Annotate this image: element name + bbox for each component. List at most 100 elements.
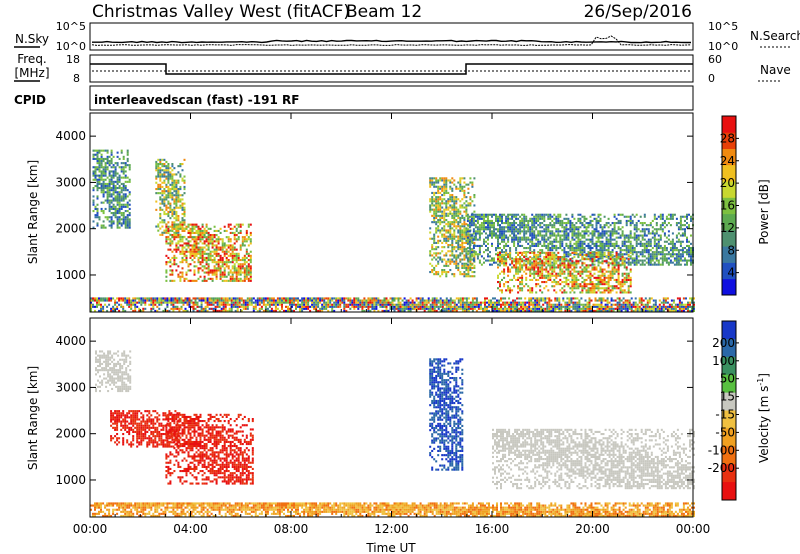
scatter-cell	[673, 244, 676, 247]
scatter-cell	[607, 240, 610, 243]
scatter-cell	[617, 281, 620, 284]
scatter-cell	[246, 301, 249, 304]
scatter-cell	[215, 254, 218, 257]
scatter-cell	[181, 213, 184, 216]
scatter-cell	[194, 303, 197, 306]
scatter-cell	[585, 270, 588, 273]
scatter-cell	[162, 301, 165, 304]
scatter-cell	[474, 244, 477, 247]
scatter-cell	[437, 185, 440, 188]
scatter-cell	[567, 283, 570, 286]
scatter-cell	[213, 273, 216, 276]
scatter-cell	[684, 228, 686, 231]
scatter-cell	[213, 234, 216, 237]
scatter-cell	[595, 217, 598, 220]
scatter-cell	[677, 238, 680, 241]
scatter-cell	[619, 283, 622, 286]
scatter-cell	[110, 160, 113, 163]
scatter-cell	[443, 264, 446, 267]
scatter-cell	[677, 251, 680, 254]
scatter-cell	[551, 219, 554, 222]
scatter-cell	[563, 238, 566, 241]
scatter-cell	[232, 305, 235, 308]
scatter-cell	[527, 258, 530, 261]
scatter-cell	[451, 254, 454, 257]
scatter-cell	[96, 216, 99, 219]
scatter-cell	[651, 253, 654, 256]
scatter-cell	[108, 187, 111, 190]
scatter-cell	[431, 258, 434, 261]
scatter-cell	[453, 212, 456, 215]
scatter-cell	[503, 230, 506, 233]
scatter-cell	[197, 238, 200, 241]
scatter-cell	[181, 229, 184, 232]
scatter-cell	[559, 272, 562, 275]
scatter-cell	[203, 236, 206, 239]
scatter-cell	[561, 258, 564, 261]
scatter-cell	[122, 218, 125, 221]
scatter-cell	[623, 242, 626, 245]
scatter-cell	[104, 187, 107, 190]
scatter-cell	[247, 259, 250, 262]
scatter-cell	[207, 256, 210, 259]
scatter-cell	[461, 273, 464, 276]
scatter-cell	[513, 276, 516, 279]
scatter-cell	[447, 202, 450, 205]
scatter-cell	[565, 234, 568, 237]
scatter-cell	[132, 299, 135, 302]
scatter-cell	[185, 238, 188, 241]
scatter-cell	[673, 213, 676, 216]
scatter-cell	[134, 297, 137, 300]
scatter-cell	[615, 278, 618, 281]
scatter-cell	[533, 224, 536, 227]
scatter-cell	[441, 221, 444, 224]
scatter-cell	[205, 248, 208, 251]
scatter-cell	[102, 201, 105, 204]
scatter-cell	[543, 230, 546, 233]
scatter-cell	[665, 215, 668, 218]
scatter-cell	[597, 281, 600, 284]
scatter-cell	[212, 301, 215, 304]
scatter-cell	[653, 217, 656, 220]
scatter-cell	[116, 203, 119, 206]
scatter-cell	[621, 285, 624, 288]
scatter-cell	[110, 157, 113, 160]
scatter-cell	[527, 224, 530, 227]
scatter-cell	[617, 276, 620, 279]
scatter-cell	[499, 219, 501, 222]
scatter-cell	[94, 305, 96, 308]
scatter-cell	[573, 276, 576, 279]
scatter-cell	[551, 247, 554, 250]
scatter-cell	[231, 279, 234, 282]
scatter-cell	[533, 253, 536, 256]
scatter-cell	[581, 258, 584, 261]
scatter-cell	[645, 228, 648, 231]
scatter-cell	[565, 278, 568, 281]
scatter-cell	[686, 222, 688, 225]
scatter-cell	[155, 160, 158, 163]
scatter-cell	[203, 231, 206, 234]
scatter-cell	[435, 198, 438, 201]
scatter-cell	[249, 277, 252, 280]
scatter-cell	[569, 259, 572, 262]
scatter-cell	[159, 171, 162, 174]
scatter-cell	[96, 166, 99, 169]
scatter-cell	[281, 299, 283, 302]
scatter-cell	[122, 214, 125, 217]
scatter-cell	[465, 233, 468, 236]
scatter-cell	[480, 215, 483, 218]
scatter-cell	[499, 261, 501, 264]
scatter-cell	[525, 266, 528, 269]
scatter-cell	[120, 218, 123, 221]
scatter-cell	[499, 251, 501, 254]
scatter-cell	[112, 197, 115, 200]
scatter-cell	[501, 256, 503, 259]
scatter-cell	[90, 307, 92, 310]
scatter-cell	[577, 244, 580, 247]
scatter-cell	[437, 273, 440, 276]
scatter-cell	[480, 226, 483, 229]
scatter-cell	[118, 303, 121, 306]
scatter-cell	[221, 238, 224, 241]
scatter-cell	[591, 232, 594, 235]
scatter-cell	[169, 265, 172, 268]
